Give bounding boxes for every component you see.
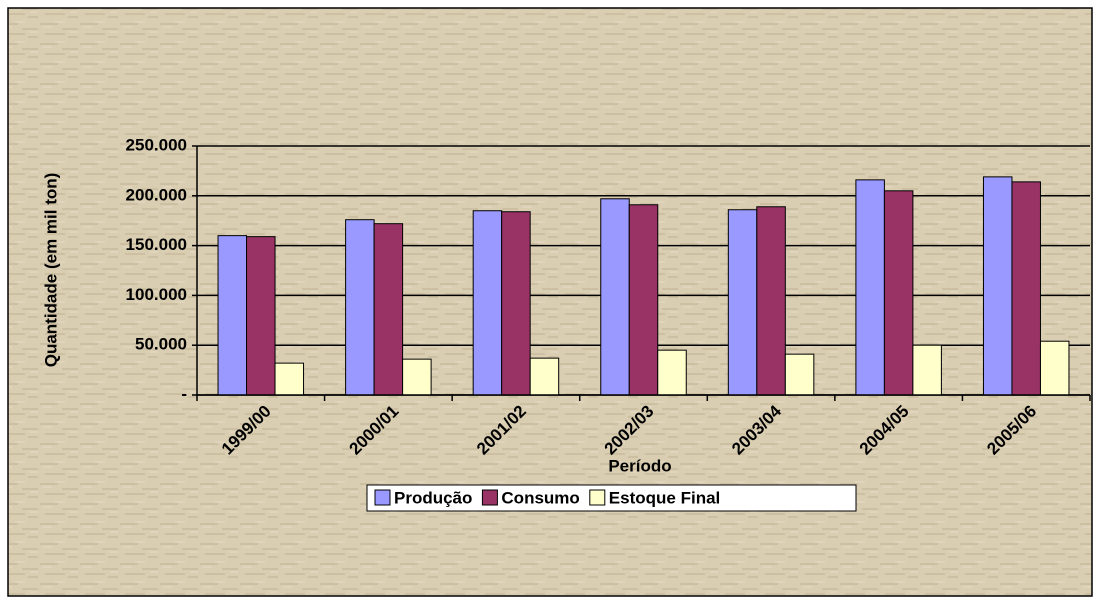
legend-swatch [589,489,606,506]
bar [883,190,914,396]
bar [472,210,503,396]
x-axis-title: Período [608,456,671,475]
legend-label: Estoque Final [609,488,720,507]
y-tick-label: - [181,384,187,403]
bar [217,235,248,396]
bar [1011,181,1041,396]
bar [1039,340,1070,396]
bar [529,357,560,396]
bar [402,358,432,396]
legend-label: Produção [394,488,472,507]
legend-swatch [481,489,498,506]
bar [628,204,659,396]
bar [756,206,786,396]
bar [373,223,404,396]
bar [912,344,942,396]
bar [855,179,885,396]
bar [600,198,630,396]
y-tick-label: 200.000 [126,185,187,204]
bar [784,353,815,396]
legend-label: Consumo [501,488,579,507]
bar [246,236,276,396]
y-tick-label: 100.000 [126,285,187,304]
bar [727,209,758,396]
bar [274,362,305,396]
y-tick-label: 250.000 [126,135,187,154]
bar [657,349,687,396]
bar [345,219,375,396]
legend-swatch [374,489,391,506]
bar [982,176,1013,396]
y-tick-label: 150.000 [126,235,187,254]
bar [501,211,531,396]
y-axis-title: Quantidade (em mil ton) [41,173,60,368]
legend-box [366,484,857,512]
y-tick-label: 50.000 [135,335,187,354]
